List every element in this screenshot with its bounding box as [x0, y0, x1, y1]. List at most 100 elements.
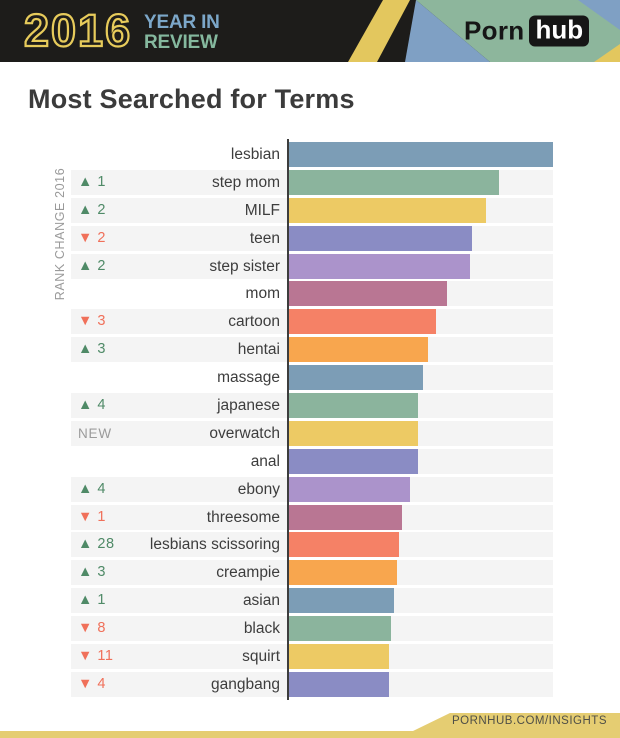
- bar-track: [289, 169, 553, 195]
- row-label-area: ▲ 1 asian: [71, 588, 287, 614]
- bar-track: [289, 142, 553, 167]
- bar: [289, 281, 447, 307]
- year-2016-logo: 2016: [23, 5, 133, 56]
- term-label: anal: [250, 452, 280, 470]
- bar-track: [289, 588, 553, 614]
- bar-track: [289, 476, 553, 502]
- bar-track: [289, 532, 553, 558]
- bar: [289, 504, 402, 530]
- row-label-area: ▼ 4 gangbang: [71, 671, 287, 697]
- bar: [289, 225, 472, 251]
- bar: [289, 644, 390, 670]
- rank-change-indicator: ▲ 3: [78, 341, 106, 358]
- bar: [289, 142, 553, 167]
- row-label-area: ▲ 2 MILF: [71, 197, 287, 223]
- chart-row: mom: [0, 281, 620, 307]
- bar-track: [289, 309, 553, 335]
- footer-url: PORNHUB.COM/INSIGHTS: [451, 715, 607, 727]
- row-label-area: massage: [71, 365, 287, 390]
- bar-track: [289, 560, 553, 586]
- term-label: teen: [249, 229, 280, 247]
- chart-row: ▲ 4 japanese: [0, 393, 620, 419]
- bar-track: [289, 644, 553, 670]
- rank-change-indicator: ▲ 28: [78, 536, 115, 553]
- row-label-area: mom: [71, 281, 287, 306]
- chart-row: ▼ 11 squirt: [0, 644, 620, 670]
- term-label: lesbians scissoring: [149, 536, 280, 554]
- page-title: Most Searched for Terms: [28, 84, 355, 114]
- chart-row: ▲ 2 step sister: [0, 253, 620, 279]
- term-label: MILF: [244, 201, 280, 219]
- row-label-area: anal: [71, 449, 287, 474]
- chart-row: ▼ 1 threesome: [0, 504, 620, 530]
- bar: [289, 588, 395, 614]
- bar-track: [289, 225, 553, 251]
- term-label: hentai: [237, 341, 280, 359]
- rank-change-indicator: ▲ 1: [78, 173, 106, 190]
- review-text: REVIEW: [144, 31, 218, 53]
- rank-change-indicator: ▼ 3: [78, 313, 106, 330]
- chart-row: ▲ 1 step mom: [0, 169, 620, 195]
- rank-change-indicator: ▲ 1: [78, 592, 106, 609]
- chart-row: anal: [0, 448, 620, 474]
- bar-track: [289, 253, 553, 279]
- chart-rows: lesbian ▲ 1 step mom ▲ 2 MILF ▼ 2 teen ▲ 2 step …: [0, 142, 620, 697]
- rank-change-indicator: ▲ 4: [78, 397, 106, 414]
- chart-row: ▼ 8 black: [0, 616, 620, 642]
- term-label: gangbang: [211, 675, 280, 693]
- bar: [289, 532, 400, 558]
- row-label-area: ▲ 4 japanese: [71, 393, 287, 419]
- chart-row: ▲ 28 lesbians scissoring: [0, 532, 620, 558]
- year-in-text: YEAR IN: [144, 12, 220, 33]
- chart-row: NEW overwatch: [0, 420, 620, 446]
- rank-change-indicator: ▼ 4: [78, 675, 106, 692]
- bar-track: [289, 504, 553, 530]
- row-label-area: lesbian: [71, 142, 287, 167]
- bar: [289, 448, 419, 474]
- chart-row: ▲ 1 asian: [0, 588, 620, 614]
- bar-track: [289, 393, 553, 419]
- rank-change-indicator: ▲ 4: [78, 480, 106, 497]
- bar: [289, 393, 419, 419]
- footer-yellow-ribbon: PORNHUB.COM/INSIGHTS: [0, 713, 620, 738]
- bar-track: [289, 365, 553, 391]
- bar-track: [289, 420, 553, 446]
- bar: [289, 253, 471, 279]
- chart-row: lesbian: [0, 142, 620, 167]
- rank-change-indicator: ▲ 3: [78, 564, 106, 581]
- chart-row: ▲ 3 hentai: [0, 337, 620, 363]
- term-label: mom: [245, 285, 280, 303]
- chart-row: ▼ 2 teen: [0, 225, 620, 251]
- row-label-area: ▼ 1 threesome: [71, 504, 287, 530]
- rank-change-indicator: ▲ 2: [78, 257, 106, 274]
- bar-track: [289, 671, 553, 697]
- chart-row: ▼ 3 cartoon: [0, 309, 620, 335]
- row-label-area: ▲ 28 lesbians scissoring: [71, 532, 287, 558]
- rank-change-indicator: ▼ 2: [78, 229, 106, 246]
- bar-track: [289, 337, 553, 363]
- bar-track: [289, 197, 553, 223]
- bar-track: [289, 616, 553, 642]
- term-label: step mom: [211, 173, 280, 191]
- bar: [289, 420, 419, 446]
- term-label: overwatch: [209, 424, 280, 442]
- chart-row: ▲ 2 MILF: [0, 197, 620, 223]
- term-label: squirt: [242, 648, 280, 666]
- rank-change-indicator: ▼ 11: [78, 648, 114, 665]
- bar: [289, 197, 486, 223]
- row-label-area: ▼ 11 squirt: [71, 644, 287, 670]
- bar: [289, 309, 437, 335]
- bar-track: [289, 281, 553, 307]
- rank-change-indicator: NEW: [78, 425, 112, 441]
- term-label: black: [243, 620, 280, 638]
- term-label: lesbian: [230, 146, 280, 163]
- bar: [289, 365, 424, 391]
- chart-row: ▲ 3 creampie: [0, 560, 620, 586]
- rank-change-indicator: ▼ 1: [78, 508, 106, 525]
- bar: [289, 169, 499, 195]
- row-label-area: ▲ 3 hentai: [71, 337, 287, 363]
- term-label: cartoon: [228, 313, 280, 331]
- term-label: ebony: [237, 480, 280, 498]
- rank-change-indicator: ▲ 2: [78, 201, 106, 218]
- row-label-area: ▲ 1 step mom: [71, 169, 287, 195]
